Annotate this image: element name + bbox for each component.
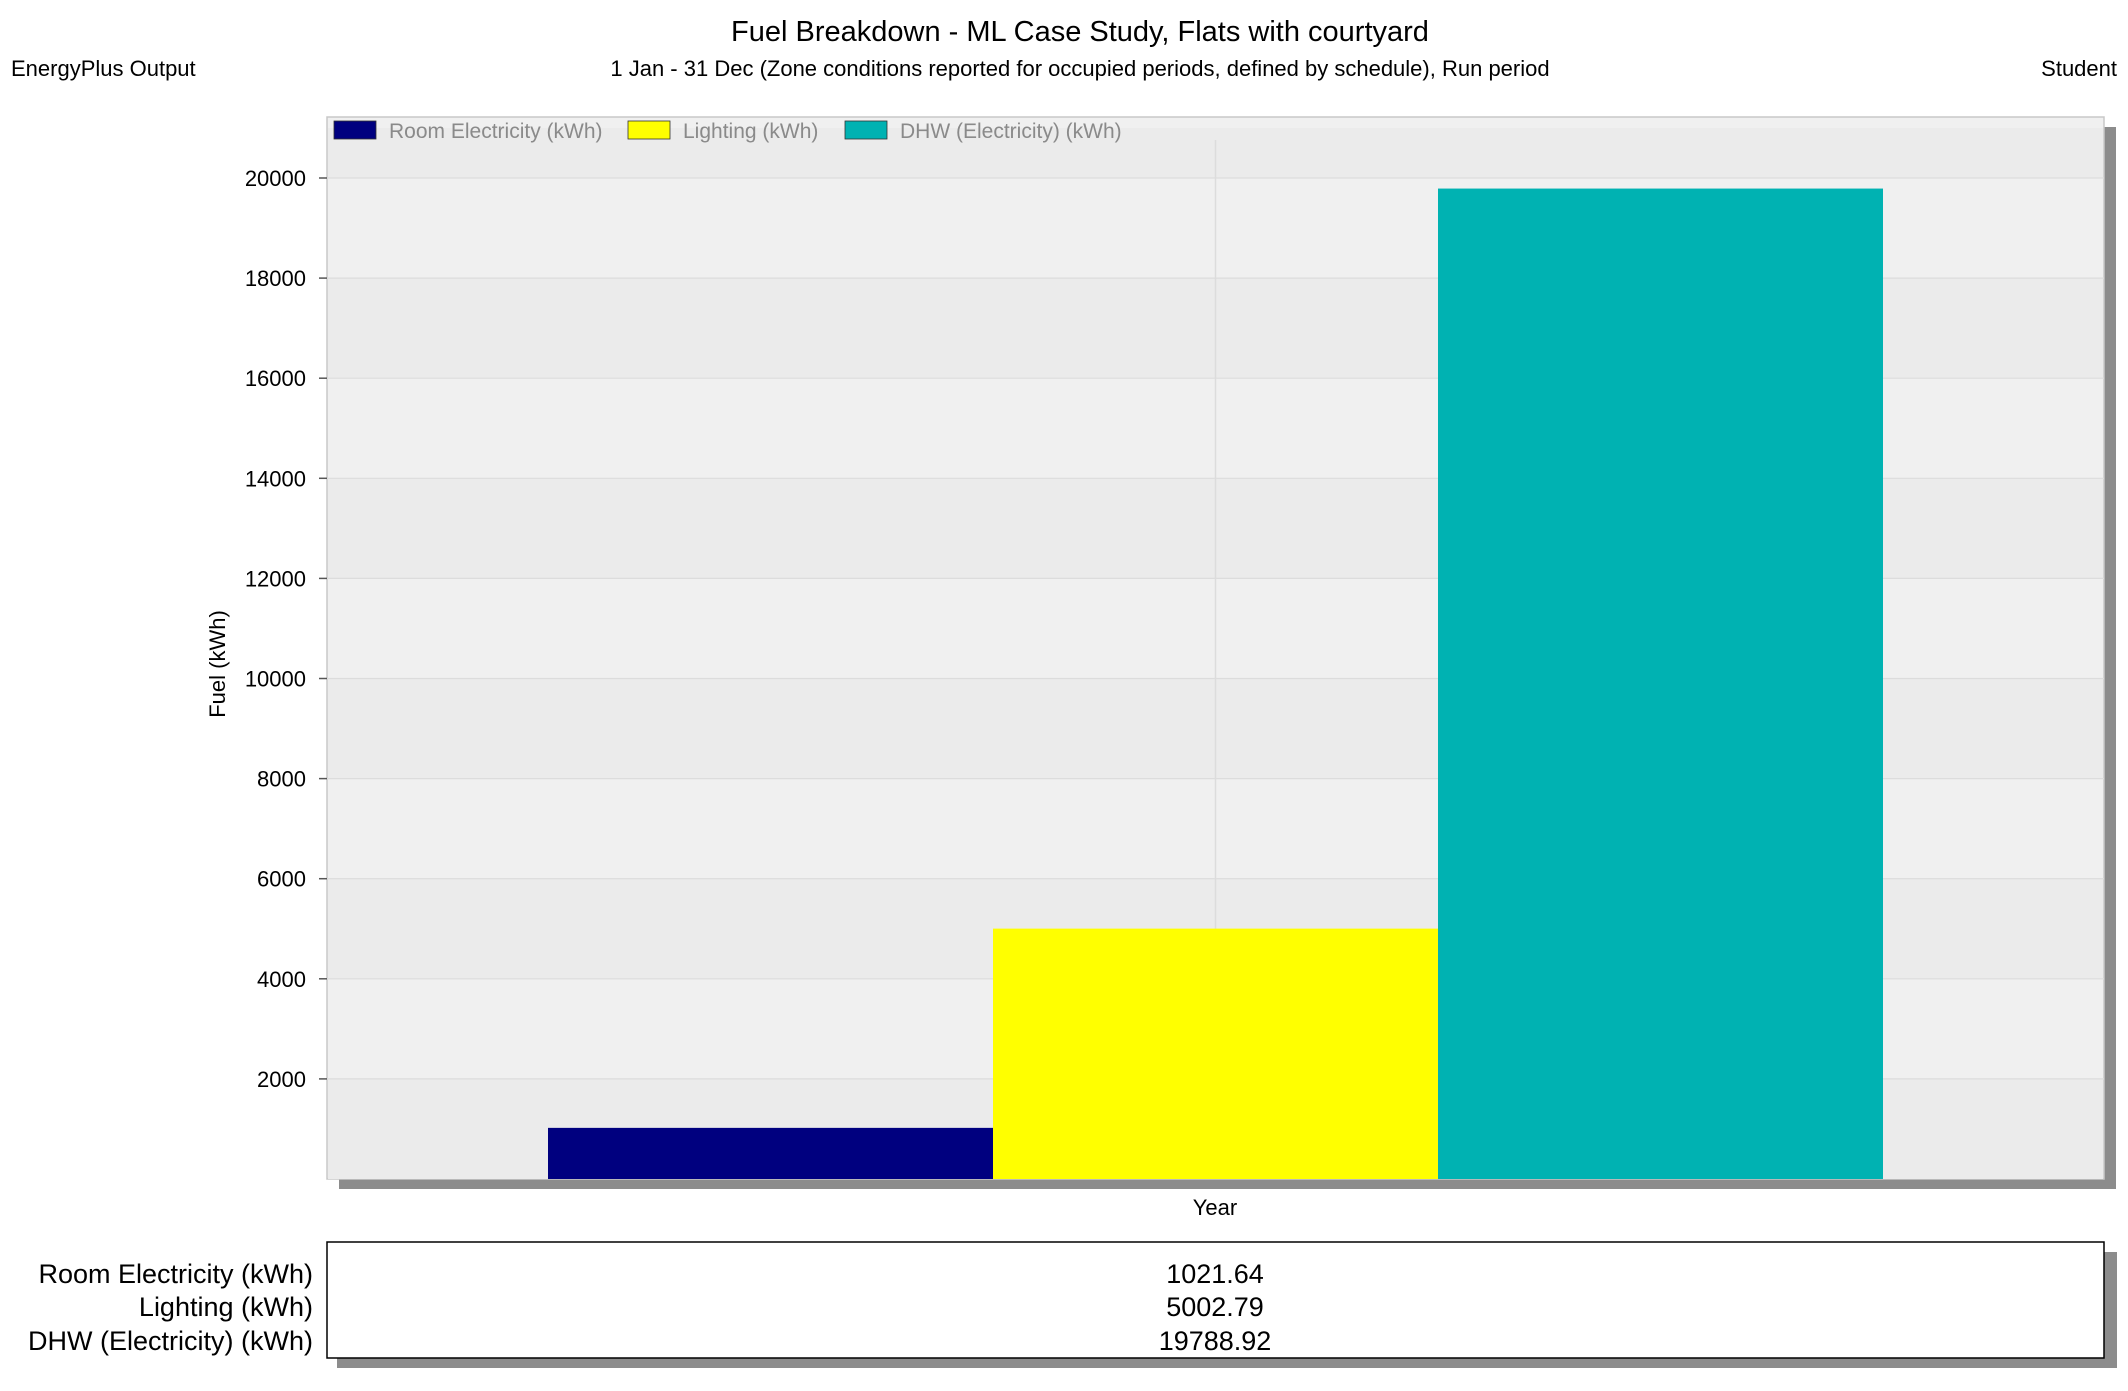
legend-label: Lighting (kWh)	[683, 120, 818, 143]
y-tick-label: 18000	[245, 266, 306, 291]
legend-swatch	[627, 120, 671, 140]
y-tick-label: 10000	[245, 667, 306, 692]
chart-subtitle: 1 Jan - 31 Dec (Zone conditions reported…	[610, 56, 1549, 81]
legend-label: DHW (Electricity) (kWh)	[900, 120, 1122, 143]
legend: Room Electricity (kWh) Lighting (kWh) DHW …	[333, 120, 1122, 143]
y-tick-label: 12000	[245, 566, 306, 591]
header-left-label: EnergyPlus Output	[11, 56, 196, 81]
bars-group	[548, 188, 1883, 1179]
table-row-label: Room Electricity (kWh)	[38, 1259, 313, 1289]
y-axis-ticks: 2000 4000 6000 8000 10000 12000 14000 16000 1800…	[245, 166, 327, 1092]
header-right-label: Student	[2041, 56, 2117, 81]
table-row-value: 1021.64	[1166, 1259, 1264, 1289]
y-tick-label: 4000	[257, 967, 306, 992]
chart-title: Fuel Breakdown - ML Case Study, Flats wi…	[731, 16, 1429, 48]
y-tick-label: 6000	[257, 867, 306, 892]
bar-1	[548, 1127, 993, 1179]
x-axis-category-label: Year	[1193, 1195, 1237, 1220]
bar-2	[993, 928, 1438, 1179]
legend-swatch	[333, 120, 377, 140]
table-rows: Room Electricity (kWh) 1021.64 Lighting (k…	[28, 1259, 1271, 1356]
table-row-label: DHW (Electricity) (kWh)	[28, 1326, 313, 1356]
y-tick-label: 16000	[245, 366, 306, 391]
legend-swatch	[844, 120, 888, 140]
y-axis-label: Fuel (kWh)	[205, 610, 230, 718]
y-tick-label: 14000	[245, 466, 306, 491]
table-row-value: 19788.92	[1159, 1326, 1272, 1356]
y-tick-label: 2000	[257, 1067, 306, 1092]
legend-label: Room Electricity (kWh)	[389, 120, 603, 143]
y-tick-label: 8000	[257, 767, 306, 792]
y-tick-label: 20000	[245, 166, 306, 191]
bar-3	[1438, 188, 1883, 1179]
table-row-value: 5002.79	[1166, 1292, 1264, 1322]
table-row-label: Lighting (kWh)	[139, 1292, 313, 1322]
data-table	[326, 1241, 2105, 1359]
